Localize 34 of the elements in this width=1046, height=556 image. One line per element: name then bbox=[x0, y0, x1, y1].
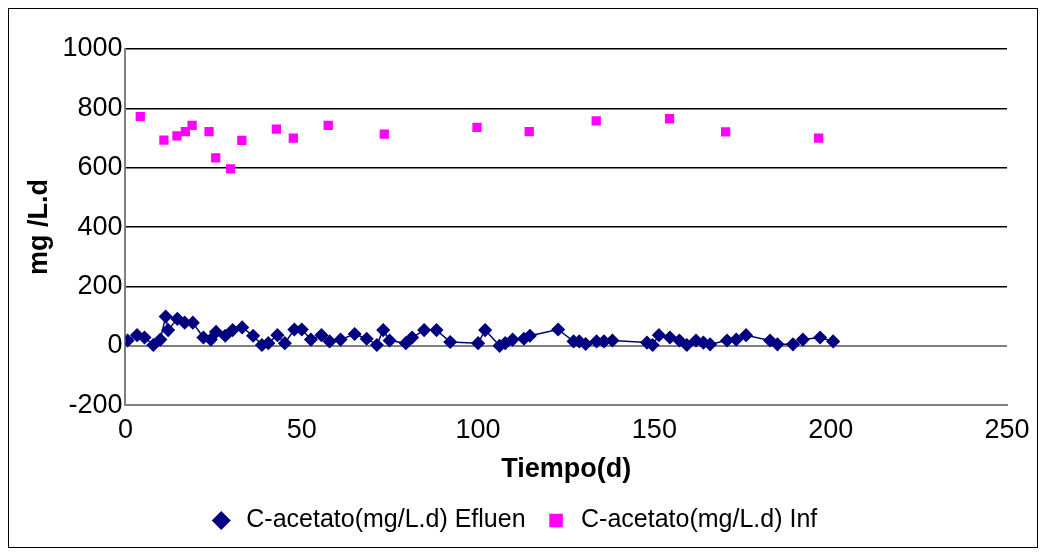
x-tick-label: 100 bbox=[455, 413, 501, 444]
point bbox=[814, 133, 824, 143]
point bbox=[720, 127, 731, 137]
point bbox=[211, 153, 221, 163]
y-tick-label: 600 bbox=[77, 151, 123, 182]
point bbox=[237, 135, 247, 146]
y-tick-label: 800 bbox=[77, 91, 123, 122]
point bbox=[135, 112, 145, 122]
y-tick-label: 1000 bbox=[62, 32, 123, 63]
legend-label: C-acetato(mg/L.d) Efluen bbox=[246, 504, 526, 533]
point bbox=[225, 164, 236, 174]
point bbox=[379, 129, 389, 139]
legend-label: C-acetato(mg/L.d) Inf bbox=[581, 504, 818, 533]
point bbox=[591, 116, 601, 126]
point bbox=[288, 133, 298, 143]
x-tick-label: 200 bbox=[808, 413, 854, 444]
x-tick-label: 150 bbox=[631, 413, 677, 444]
point bbox=[664, 114, 675, 124]
point bbox=[472, 122, 482, 132]
y-axis-title: mg /L.d bbox=[22, 179, 53, 276]
point bbox=[271, 124, 282, 134]
y-tick-label: 400 bbox=[77, 210, 123, 241]
x-axis-title: Tiempo(d) bbox=[501, 453, 632, 484]
y-tick-label: 0 bbox=[107, 329, 123, 360]
point bbox=[204, 126, 214, 137]
point bbox=[172, 131, 182, 141]
y-tick-label: -200 bbox=[68, 388, 123, 419]
point bbox=[159, 135, 169, 145]
y-tick-label: 200 bbox=[77, 269, 123, 300]
x-tick-label: 50 bbox=[286, 413, 317, 444]
point bbox=[524, 126, 534, 137]
point bbox=[323, 120, 333, 130]
x-tick-label: 250 bbox=[984, 413, 1030, 444]
point bbox=[187, 120, 197, 130]
